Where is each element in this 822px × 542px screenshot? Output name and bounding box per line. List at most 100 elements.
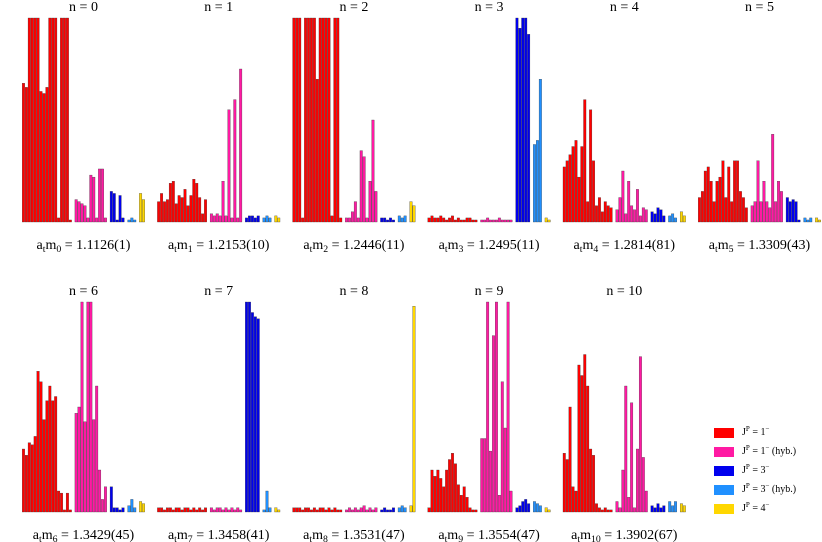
bar xyxy=(383,217,387,223)
bar xyxy=(815,217,819,223)
bar xyxy=(656,503,660,513)
bar xyxy=(253,316,257,513)
bar xyxy=(195,509,199,513)
bar xyxy=(756,160,760,223)
bar xyxy=(98,168,102,223)
bar xyxy=(562,453,566,513)
bar xyxy=(638,356,642,513)
bar xyxy=(133,219,137,223)
bar xyxy=(166,507,169,513)
bar xyxy=(186,507,190,513)
bar xyxy=(277,217,281,223)
bar xyxy=(195,183,199,223)
bar xyxy=(668,215,672,223)
bar xyxy=(465,217,469,223)
bar xyxy=(682,505,686,513)
bar xyxy=(371,119,375,223)
bar xyxy=(650,211,654,223)
bar xyxy=(780,191,783,223)
bar xyxy=(568,406,572,513)
bar xyxy=(806,219,810,223)
bar xyxy=(492,335,495,513)
bar xyxy=(304,507,307,513)
bar xyxy=(636,189,639,223)
bar xyxy=(86,301,90,513)
bar xyxy=(595,205,598,223)
bar xyxy=(788,201,792,223)
bar xyxy=(583,99,587,223)
bar xyxy=(571,146,575,223)
bar xyxy=(142,503,145,513)
bar xyxy=(250,312,254,513)
bar xyxy=(24,87,28,223)
bar xyxy=(656,207,660,223)
panel-title: n = 2 xyxy=(339,0,368,15)
bar xyxy=(580,375,584,513)
bar xyxy=(336,17,340,223)
bar xyxy=(268,217,272,223)
bar xyxy=(374,191,378,223)
bar xyxy=(30,444,34,513)
bar xyxy=(115,507,119,513)
bar xyxy=(400,217,404,223)
bar xyxy=(445,219,449,223)
mass-label: atm6 = 1.3429(45) xyxy=(33,528,135,542)
bar xyxy=(118,195,122,223)
bar xyxy=(36,17,40,223)
bar xyxy=(603,507,607,513)
bar xyxy=(409,201,413,223)
bar xyxy=(45,87,49,223)
bar xyxy=(189,195,193,223)
bar xyxy=(248,301,251,513)
bar xyxy=(500,381,504,513)
bar xyxy=(304,17,307,223)
bar xyxy=(503,427,507,513)
bar xyxy=(392,507,395,513)
bar xyxy=(245,217,248,223)
panel-title: n = 10 xyxy=(606,284,642,299)
bar xyxy=(27,17,31,223)
bar xyxy=(268,507,272,513)
bar xyxy=(524,17,528,223)
panel-title: n = 4 xyxy=(610,0,639,15)
bar xyxy=(436,217,440,223)
bar xyxy=(768,207,772,223)
bar xyxy=(204,199,207,223)
bar xyxy=(433,476,437,513)
bar xyxy=(671,505,675,513)
bar xyxy=(127,219,131,223)
bar xyxy=(330,509,334,513)
bar xyxy=(130,499,134,513)
bar xyxy=(427,507,431,513)
bar xyxy=(33,17,37,223)
bar xyxy=(201,509,205,513)
bar xyxy=(653,507,657,513)
bar xyxy=(130,217,134,223)
bar xyxy=(797,219,801,223)
legend-label: JP = 1− xyxy=(742,425,769,439)
bar xyxy=(389,217,392,223)
bar xyxy=(221,181,225,223)
bar xyxy=(236,217,240,223)
bar xyxy=(727,166,731,223)
bar xyxy=(265,490,269,513)
bar xyxy=(112,507,116,513)
bar xyxy=(168,507,172,513)
bar xyxy=(480,219,484,223)
bar xyxy=(644,490,648,513)
bar xyxy=(89,174,93,223)
bar xyxy=(336,509,340,513)
bar xyxy=(468,507,472,513)
bar xyxy=(483,438,487,513)
bar xyxy=(201,213,205,223)
bar xyxy=(80,203,84,223)
bar xyxy=(351,211,354,223)
bar xyxy=(633,209,636,223)
bar xyxy=(30,17,34,223)
bar xyxy=(436,469,440,513)
bar xyxy=(163,509,166,513)
bar xyxy=(454,463,457,513)
bar xyxy=(186,205,190,223)
bar xyxy=(442,486,446,513)
bar xyxy=(177,195,181,223)
